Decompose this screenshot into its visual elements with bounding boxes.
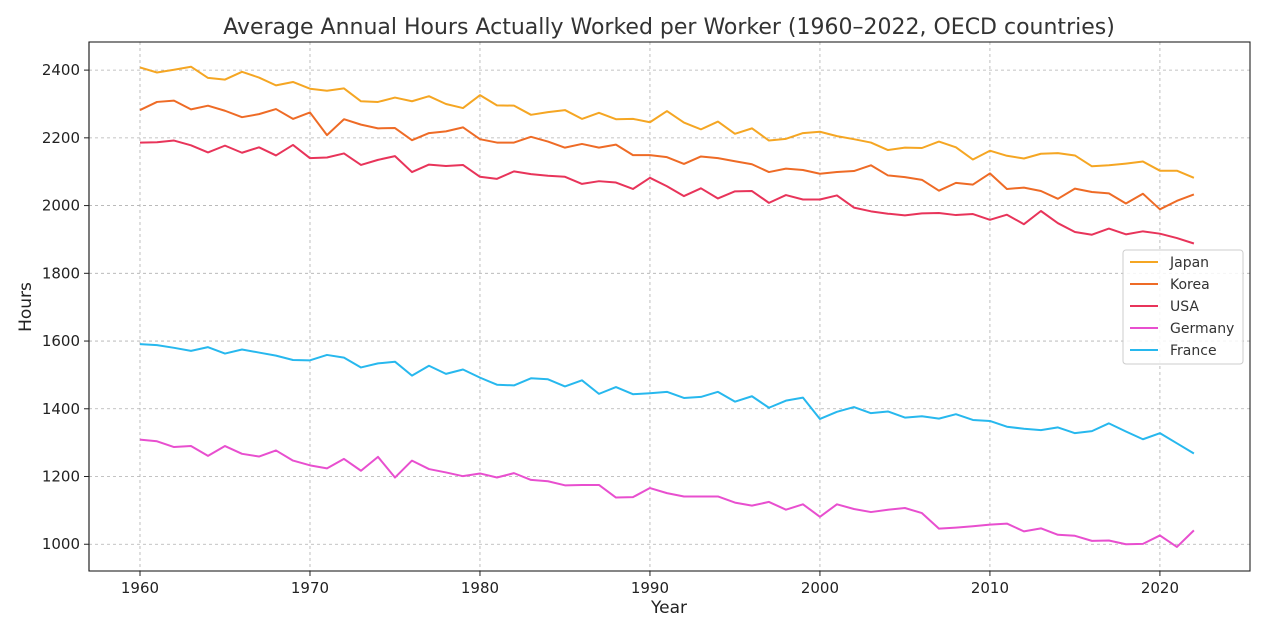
series-line-usa (139, 139, 1195, 245)
y-axis-label: Hours (16, 282, 36, 332)
chart-title: Average Annual Hours Actually Worked per… (223, 15, 1115, 40)
x-tick-label: 2000 (801, 579, 839, 597)
y-tick-label: 1400 (42, 400, 80, 418)
y-tick-label: 2200 (42, 129, 80, 147)
x-tick-label: 1960 (121, 579, 159, 597)
x-tick-label: 1980 (461, 579, 499, 597)
series-line-japan (139, 65, 1195, 179)
series-line-korea (139, 99, 1195, 211)
gridlines (89, 42, 1250, 571)
y-tick-label: 1000 (42, 535, 80, 553)
legend-label: USA (1170, 299, 1199, 315)
legend-label: Korea (1170, 277, 1210, 293)
series-lines (139, 65, 1195, 548)
y-tick-label: 1200 (42, 468, 80, 486)
legend-box (1122, 249, 1244, 365)
series-line-france (139, 343, 1195, 455)
series-line-germany (139, 438, 1195, 548)
y-tick-label: 1800 (42, 264, 80, 282)
plot-area-frame (88, 41, 1251, 572)
x-tick-label: 1970 (291, 579, 329, 597)
y-tick-label: 1600 (42, 332, 80, 350)
x-tick-label: 2010 (971, 579, 1009, 597)
x-tick-label: 1990 (631, 579, 669, 597)
legend-label: Germany (1170, 321, 1234, 337)
y-tick-label: 2400 (42, 61, 80, 79)
y-tick-label: 2000 (42, 197, 80, 215)
y-axis-ticks: 1000 1200 1400 1600 1800 2000 2200 2400 (42, 61, 89, 553)
x-axis-ticks: 1960 1970 1980 1990 2000 2010 2020 (121, 571, 1179, 597)
legend-label: France (1170, 343, 1217, 359)
legend-label: Japan (1169, 255, 1209, 271)
x-tick-label: 2020 (1141, 579, 1179, 597)
legend: Japan Korea USA Germany France (1122, 249, 1244, 365)
x-axis-label: Year (650, 598, 687, 618)
